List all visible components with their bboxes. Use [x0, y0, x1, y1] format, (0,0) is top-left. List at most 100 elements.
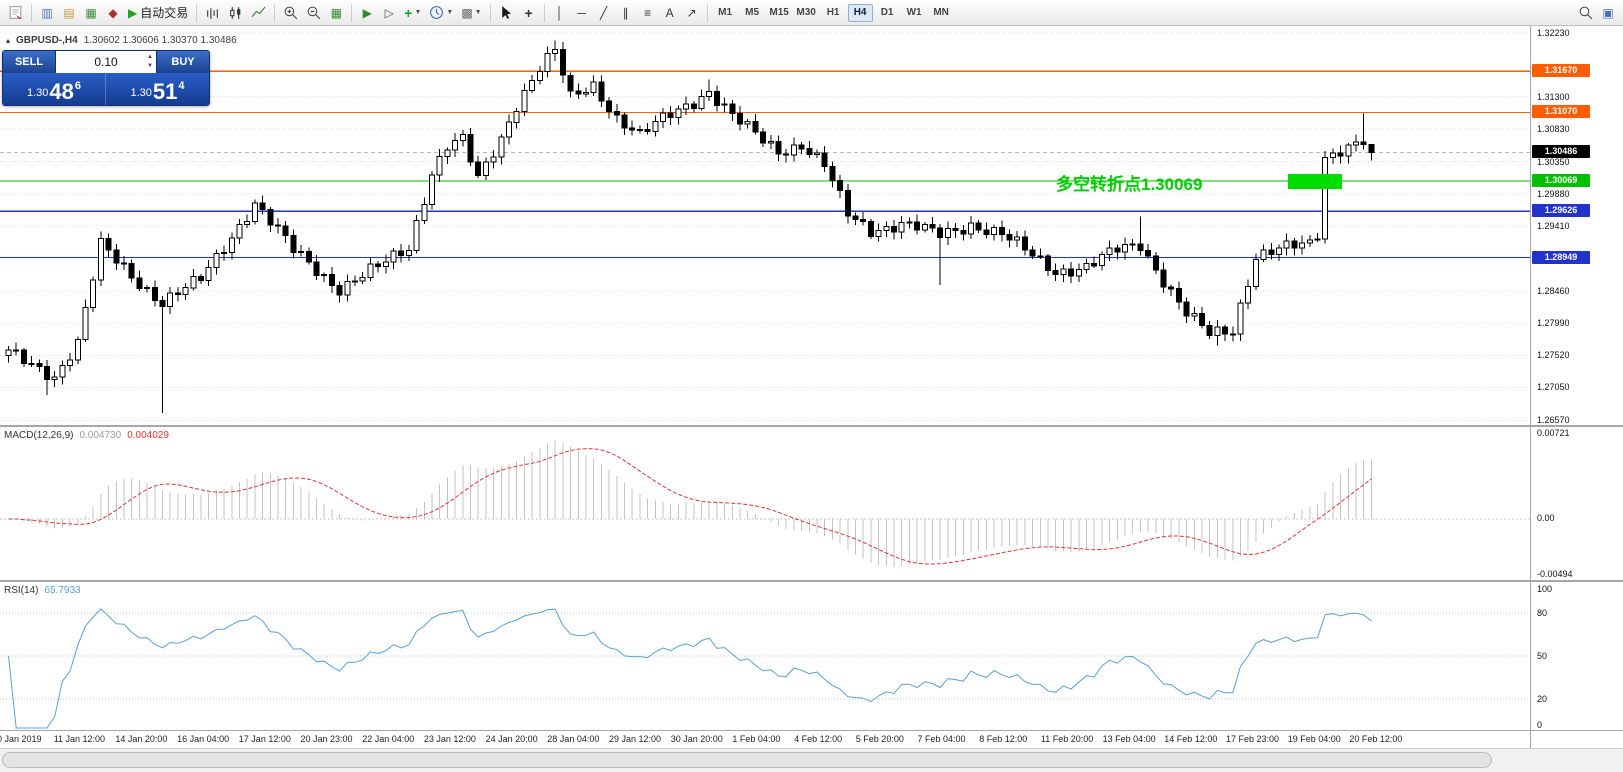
fibonacci-icon[interactable]: ≡: [638, 3, 658, 23]
price-grid-label: 1.29410: [1537, 220, 1570, 231]
time-axis-label: 4 Feb 12:00: [794, 734, 843, 744]
bid-point: 6: [74, 80, 82, 92]
bid-prefix: 1.30: [26, 87, 49, 99]
level-price-tag: 1.29626: [1532, 204, 1590, 218]
price-chart-canvas[interactable]: [0, 26, 1530, 425]
new-window-icon[interactable]: ▣: [1598, 3, 1618, 23]
macd-label: MACD(12,26,9) 0.004730 0.004029: [4, 430, 169, 441]
zoom-in-icon[interactable]: [280, 3, 301, 23]
time-axis-label: 29 Jan 12:00: [609, 734, 662, 744]
toolbar-separator: [274, 3, 276, 22]
chart-shift-icon-glyph: ▷: [384, 5, 394, 20]
time-axis-label: 20 Jan 23:00: [300, 734, 353, 744]
ohlc-values: 1.30602 1.30606 1.30370 1.30486: [83, 35, 237, 46]
rsi-axis-label: 20: [1537, 694, 1548, 705]
timeframe-w1-button[interactable]: W1: [906, 7, 922, 18]
timeframe-h4-button[interactable]: H4: [847, 3, 873, 22]
time-axis-label: 7 Feb 04:00: [917, 734, 966, 744]
volume-down-icon[interactable]: ▼: [147, 63, 153, 69]
time-axis-label: 23 Jan 12:00: [423, 734, 476, 744]
text-label-icon-glyph: A: [665, 5, 674, 20]
indicators-button[interactable]: + ▼: [401, 3, 424, 23]
price-grid-label: 1.32230: [1537, 27, 1570, 38]
horizontal-line-icon[interactable]: ─: [572, 3, 592, 23]
ask-pips: 51: [152, 79, 178, 104]
market-watch-icon[interactable]: ▦: [81, 3, 101, 23]
zoom-out-icon[interactable]: [303, 3, 324, 23]
macd-axis-label: -0.00494: [1537, 569, 1573, 579]
time-axis-divider: [0, 730, 1623, 731]
new-order-icon[interactable]: [5, 3, 26, 23]
macd-main-value: 0.004730: [79, 430, 122, 441]
chart-header: ▴ GBPUSD-,H4 1.30602 1.30606 1.30370 1.3…: [6, 35, 237, 46]
profiles-icon[interactable]: ▤: [59, 3, 79, 23]
chevron-down-icon: ▼: [474, 9, 482, 16]
price-grid-label: 1.30830: [1537, 123, 1570, 134]
toolbar-separator: [351, 3, 353, 22]
periods-button[interactable]: ▼: [426, 3, 456, 23]
level-price-tag: 1.30069: [1532, 173, 1590, 187]
trendline-icon[interactable]: ╱: [594, 3, 614, 23]
volume-spinner: ▲ ▼: [147, 53, 153, 70]
auto-scroll-icon[interactable]: ▶: [357, 3, 377, 23]
price-grid-label: 1.27990: [1537, 318, 1570, 329]
timeframe-m30-button[interactable]: M30: [796, 7, 816, 18]
tile-windows-icon[interactable]: ▦: [326, 3, 346, 23]
bar-chart-icon[interactable]: [202, 3, 223, 23]
trade-panel-collapse-icon[interactable]: ▴: [6, 36, 11, 45]
pane-splitter[interactable]: [0, 580, 1623, 582]
volume-value: 0.10: [94, 55, 118, 69]
ask-price[interactable]: 1.30 51 4: [106, 73, 209, 105]
horizontal-scrollbar[interactable]: [0, 748, 1623, 772]
pane-splitter[interactable]: [0, 425, 1623, 427]
price-axis-border: [1530, 26, 1531, 748]
timeframe-h1-button[interactable]: H1: [826, 7, 840, 18]
arrows-icon[interactable]: ↗: [682, 3, 702, 23]
pivot-annotation-text[interactable]: 多空转折点1.30069: [1056, 175, 1203, 194]
chart-title: GBPUSD-,H4: [16, 35, 78, 46]
timeframe-d1-button[interactable]: D1: [880, 7, 894, 18]
alerts-icon[interactable]: ◆: [103, 3, 123, 23]
chart-shift-icon[interactable]: ▷: [379, 3, 399, 23]
vertical-line-icon[interactable]: │: [550, 3, 570, 23]
chart-window-icon[interactable]: ▥: [37, 3, 57, 23]
one-click-trading-panel: SELL 0.10 ▲ ▼ BUY 1.30 48 6 1.30: [2, 50, 210, 106]
buy-button[interactable]: BUY: [157, 51, 209, 73]
arrows-icon-glyph: ↗: [686, 5, 697, 20]
trendline-icon-glyph: ╱: [599, 5, 608, 20]
timeframe-mn-button[interactable]: MN: [933, 7, 949, 18]
search-icon[interactable]: [1575, 3, 1596, 23]
candlestick-chart-icon[interactable]: [225, 3, 246, 23]
text-label-icon[interactable]: A: [660, 3, 680, 23]
price-grid-label: 1.29880: [1537, 188, 1570, 199]
volume-stepper[interactable]: 0.10 ▲ ▼: [55, 51, 157, 73]
time-axis-label: 17 Feb 23:00: [1226, 734, 1280, 744]
templates-glyph: ▩: [461, 5, 473, 20]
timeframe-m15-button[interactable]: M15: [769, 7, 789, 18]
macd-name: MACD(12,26,9): [4, 430, 74, 441]
cursor-icon[interactable]: [496, 3, 517, 23]
channel-icon[interactable]: ∥: [616, 3, 636, 23]
fibonacci-icon-glyph: ≡: [644, 5, 652, 20]
bid-price-tag: 1.30486: [1532, 145, 1590, 159]
timeframe-m1-button[interactable]: M1: [718, 7, 733, 18]
ask-prefix: 1.30: [130, 87, 152, 99]
rsi-indicator-canvas[interactable]: [0, 582, 1530, 730]
sell-button[interactable]: SELL: [3, 51, 55, 73]
crosshair-icon[interactable]: +: [519, 3, 539, 23]
line-chart-icon[interactable]: [248, 3, 269, 23]
templates-button[interactable]: ▩ ▼: [458, 3, 484, 23]
macd-indicator-canvas[interactable]: [0, 427, 1530, 580]
rsi-axis-label: 100: [1537, 584, 1553, 594]
time-axis-label: 28 Jan 04:00: [547, 734, 600, 744]
volume-up-icon[interactable]: ▲: [147, 54, 153, 60]
level-price-tag: 1.31670: [1532, 64, 1590, 78]
autotrading-button[interactable]: ▶ 自动交易: [125, 3, 191, 23]
bid-price[interactable]: 1.30 48 6: [3, 73, 106, 105]
autotrading-glyph: ▶: [128, 5, 138, 20]
timeframe-m5-button[interactable]: M5: [745, 7, 760, 18]
scrollbar-thumb[interactable]: [2, 752, 1492, 768]
time-axis-label: 10 Jan 2019: [0, 734, 42, 744]
pivot-annotation-rectangle[interactable]: [1288, 174, 1342, 189]
